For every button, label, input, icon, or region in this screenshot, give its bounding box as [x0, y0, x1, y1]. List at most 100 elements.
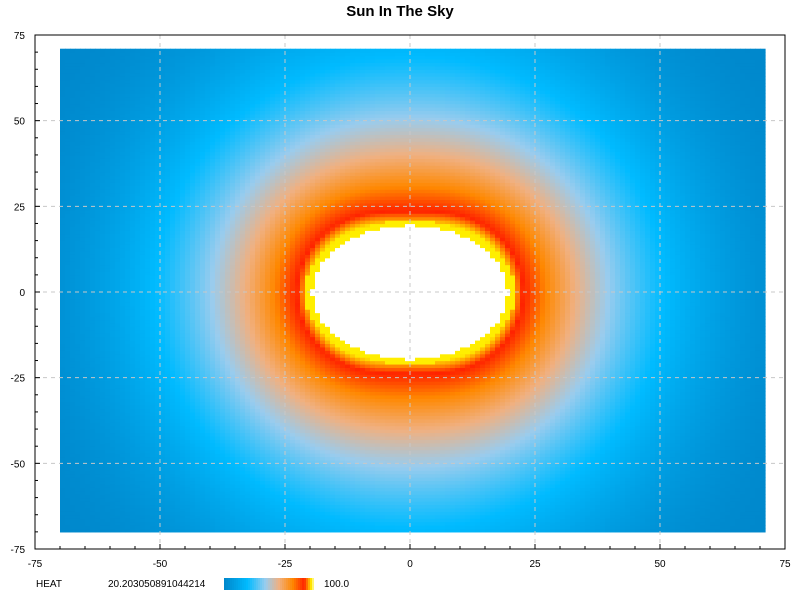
- heatmap-cell: [130, 292, 136, 297]
- heatmap-cell: [195, 425, 201, 430]
- heatmap-cell: [200, 357, 206, 362]
- heatmap-cell: [120, 55, 126, 60]
- heatmap-cell: [205, 477, 211, 482]
- heatmap-cell: [110, 76, 116, 81]
- heatmap-cell: [100, 274, 106, 279]
- heatmap-cell: [195, 192, 201, 197]
- heatmap-cell: [195, 48, 201, 53]
- heatmap-cell: [105, 418, 111, 423]
- heatmap-cell: [180, 206, 186, 211]
- heatmap-cell: [145, 343, 151, 348]
- heatmap-cell: [190, 446, 196, 451]
- heatmap-cell: [125, 223, 131, 228]
- heatmap-cell: [125, 233, 131, 238]
- heatmap-cell: [80, 100, 86, 105]
- heatmap-cell: [105, 134, 111, 139]
- heatmap-cell: [105, 435, 111, 440]
- heatmap-cell: [110, 137, 116, 142]
- heatmap-cell: [230, 333, 236, 338]
- heatmap-cell: [110, 374, 116, 379]
- heatmap-cell: [75, 432, 81, 437]
- heatmap-cell: [150, 237, 156, 242]
- heatmap-cell: [95, 501, 101, 506]
- heatmap-cell: [235, 497, 241, 502]
- heatmap-cell: [185, 288, 191, 293]
- heatmap-cell: [130, 100, 136, 105]
- heatmap-cell: [225, 470, 231, 475]
- heatmap-cell: [160, 360, 166, 365]
- heatmap-cell: [185, 178, 191, 183]
- heatmap-cell: [130, 192, 136, 197]
- heatmap-cell: [160, 514, 166, 519]
- heatmap-cell: [155, 394, 161, 399]
- heatmap-cell: [175, 237, 181, 242]
- heatmap-cell: [205, 120, 211, 125]
- heatmap-cell: [85, 86, 91, 91]
- heatmap-cell: [120, 470, 126, 475]
- heatmap-cell: [110, 333, 116, 338]
- heatmap-cell: [195, 305, 201, 310]
- heatmap-cell: [145, 298, 151, 303]
- heatmap-cell: [65, 55, 71, 60]
- heatmap-cell: [90, 350, 96, 355]
- heatmap-cell: [130, 52, 136, 57]
- heatmap-cell: [195, 86, 201, 91]
- heatmap-cell: [85, 408, 91, 413]
- heatmap-cell: [170, 422, 176, 427]
- heatmap-cell: [95, 134, 101, 139]
- heatmap-cell: [180, 411, 186, 416]
- heatmap-cell: [190, 394, 196, 399]
- heatmap-cell: [140, 244, 146, 249]
- heatmap-cell: [205, 189, 211, 194]
- heatmap-cell: [150, 72, 156, 77]
- heatmap-cell: [160, 322, 166, 327]
- heatmap-cell: [180, 326, 186, 331]
- heatmap-cell: [190, 127, 196, 132]
- heatmap-cell: [180, 370, 186, 375]
- heatmap-cell: [105, 422, 111, 427]
- heatmap-cell: [180, 250, 186, 255]
- heatmap-cell: [225, 76, 231, 81]
- heatmap-cell: [135, 103, 141, 108]
- heatmap-cell: [135, 401, 141, 406]
- heatmap-cell: [65, 305, 71, 310]
- heatmap-cell: [210, 494, 216, 499]
- heatmap-cell: [120, 72, 126, 77]
- heatmap-cell: [210, 415, 216, 420]
- heatmap-cell: [195, 226, 201, 231]
- heatmap-cell: [125, 247, 131, 252]
- heatmap-cell: [115, 233, 121, 238]
- heatmap-cell: [180, 271, 186, 276]
- heatmap-cell: [190, 250, 196, 255]
- heatmap-cell: [145, 257, 151, 262]
- heatmap-cell: [80, 514, 86, 519]
- heatmap-cell: [215, 374, 221, 379]
- heatmap-cell: [225, 295, 231, 300]
- heatmap-cell: [95, 247, 101, 252]
- heatmap-cell: [185, 196, 191, 201]
- heatmap-cell: [110, 473, 116, 478]
- heatmap-cell: [165, 52, 171, 57]
- heatmap-cell: [155, 391, 161, 396]
- heatmap-cell: [130, 470, 136, 475]
- heatmap-cell: [165, 48, 171, 53]
- heatmap-cell: [195, 161, 201, 166]
- heatmap-cell: [75, 257, 81, 262]
- heatmap-cell: [160, 343, 166, 348]
- heatmap-cell: [140, 446, 146, 451]
- heatmap-cell: [115, 521, 121, 526]
- heatmap-cell: [95, 76, 101, 81]
- heatmap-cell: [120, 103, 126, 108]
- heatmap-cell: [95, 55, 101, 60]
- heatmap-cell: [210, 477, 216, 482]
- heatmap-cell: [150, 292, 156, 297]
- heatmap-cell: [160, 100, 166, 105]
- heatmap-cell: [160, 223, 166, 228]
- heatmap-cell: [190, 408, 196, 413]
- heatmap-cell: [180, 264, 186, 269]
- heatmap-cell: [200, 319, 206, 324]
- heatmap-cell: [75, 178, 81, 183]
- heatmap-cell: [185, 384, 191, 389]
- heatmap-cell: [170, 477, 176, 482]
- heatmap-cell: [80, 144, 86, 149]
